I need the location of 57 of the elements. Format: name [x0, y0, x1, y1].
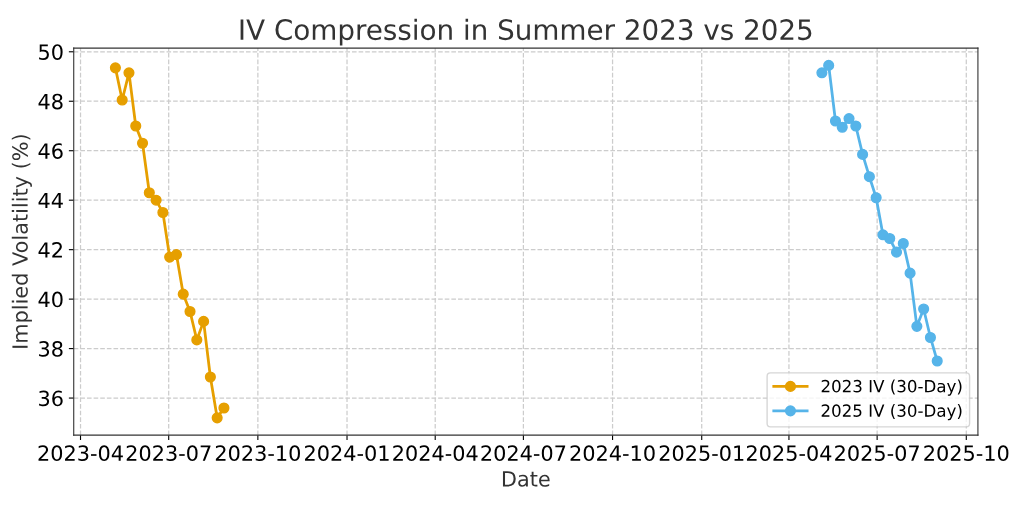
y-tick-label: 50: [39, 44, 63, 60]
x-tick-label: 2023-04: [38, 445, 123, 462]
point: [211, 412, 223, 424]
y-axis-title: Implied Volatility (%): [11, 135, 32, 348]
y-tick-label: 40: [38, 291, 63, 308]
point: [836, 121, 848, 133]
legend-label: 2023 IV (30-Day): [821, 379, 962, 396]
point: [198, 315, 210, 327]
chart-title: IV Compression in Summer 2023 vs 2025: [240, 18, 812, 46]
point: [884, 232, 896, 245]
y-tick-label: 38: [39, 341, 63, 357]
x-tick-label: 2023-07: [126, 445, 211, 462]
point: [890, 246, 903, 258]
y-tick-label: 48: [38, 93, 63, 110]
x-tick-label: 2025-10: [924, 445, 1009, 462]
point: [918, 303, 930, 315]
y-tick-label: 46: [38, 143, 63, 159]
point: [191, 334, 203, 346]
point: [204, 371, 216, 383]
point: [123, 67, 135, 79]
point: [870, 192, 882, 204]
point: [897, 237, 909, 250]
point: [816, 67, 828, 79]
point: [116, 94, 128, 106]
x-tick-label: 2025-04: [746, 445, 832, 462]
legend-label: 2025 IV (30-Day): [821, 404, 962, 421]
point: [829, 115, 842, 127]
y-tick-label: 36: [39, 390, 63, 407]
x-tick-label: 2023-10: [215, 445, 300, 462]
point: [150, 194, 162, 206]
y-tick-label: 42: [38, 242, 62, 258]
x-tick-label: 2024-10: [570, 445, 655, 462]
point: [931, 355, 943, 367]
point: [863, 171, 875, 183]
point: [143, 187, 155, 199]
point: [130, 120, 142, 132]
x-tick-label: 2024-07: [481, 445, 566, 462]
x-axis-title: Date: [502, 471, 550, 487]
point: [109, 62, 121, 74]
x-tick-label: 2024-04: [393, 445, 478, 462]
point: [850, 120, 862, 132]
point: [136, 137, 149, 149]
point: [911, 320, 923, 332]
point: [843, 113, 855, 125]
point: [823, 59, 835, 71]
point: [157, 206, 169, 219]
y-tick-label: 44: [38, 192, 63, 209]
point: [170, 249, 183, 261]
point: [857, 148, 869, 160]
x-tick-label: 2025-01: [659, 445, 744, 462]
point: [177, 288, 189, 300]
point: [218, 402, 230, 414]
x-tick-label: 2025-07: [835, 445, 919, 462]
point: [184, 305, 196, 318]
x-tick-label: 2024-01: [305, 445, 389, 462]
point: [924, 331, 936, 344]
point: [904, 267, 916, 279]
